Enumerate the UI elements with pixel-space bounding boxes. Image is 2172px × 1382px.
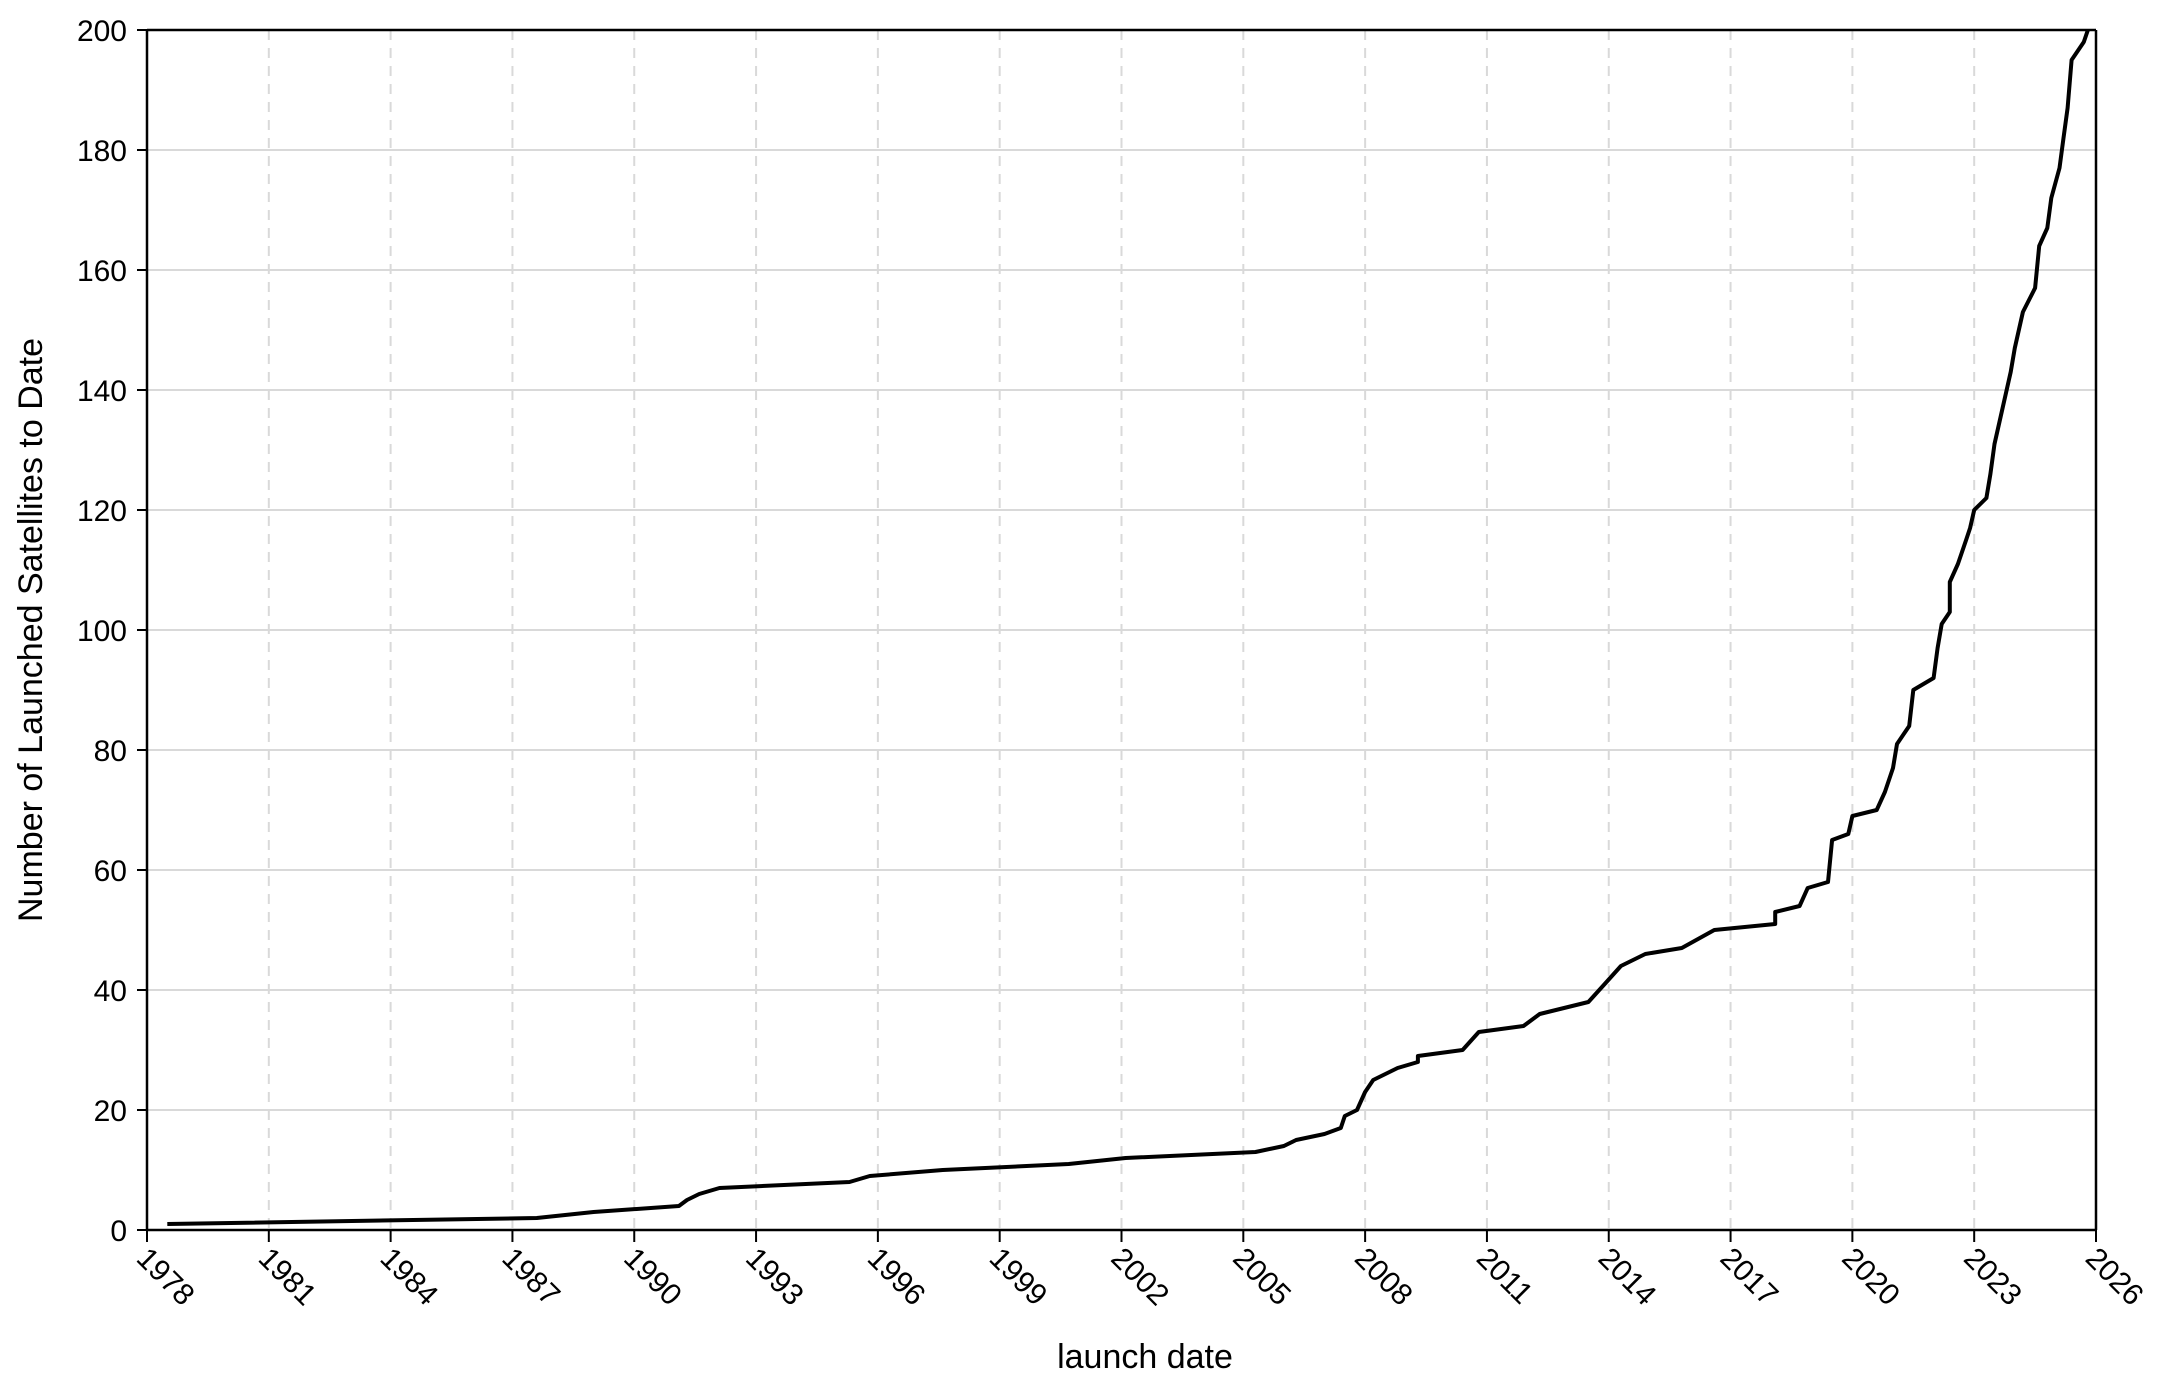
x-tick-label: 2026: [2079, 1242, 2150, 1313]
x-tick-label: 2002: [1105, 1242, 1176, 1313]
data-line: [167, 29, 2090, 1226]
y-tick-label: 40: [94, 975, 127, 1008]
x-tick-label: 2011: [1470, 1242, 1539, 1311]
y-tick-label: 80: [94, 735, 127, 768]
y-tick-label: 200: [77, 15, 127, 48]
x-tick-label: 1981: [252, 1242, 323, 1313]
x-tick-label: 1990: [617, 1242, 688, 1313]
x-tick-label: 1984: [374, 1242, 445, 1313]
y-tick-label: 180: [77, 135, 127, 168]
y-tick-label: 0: [110, 1215, 127, 1248]
x-tick-label: 2017: [1714, 1242, 1785, 1313]
x-tick-label: 2020: [1835, 1242, 1906, 1313]
y-tick-label: 140: [77, 375, 127, 408]
y-tick-label: 60: [94, 855, 127, 888]
y-tick-label: 120: [77, 495, 127, 528]
x-tick-label: 1978: [130, 1242, 201, 1313]
x-tick-label: 1999: [983, 1242, 1054, 1313]
x-tick-label: 2008: [1348, 1242, 1419, 1313]
y-tick-label: 20: [94, 1095, 127, 1128]
y-tick-label: 160: [77, 255, 127, 288]
x-tick-label: 2023: [1957, 1242, 2028, 1313]
x-tick-label: 2014: [1592, 1242, 1663, 1313]
y-axis-label: Number of Launched Satellites to Date: [12, 338, 50, 922]
x-tick-label: 1987: [495, 1242, 566, 1313]
x-tick-label: 2005: [1226, 1242, 1297, 1313]
x-tick-label: 1993: [739, 1242, 810, 1313]
x-axis-label: launch date: [1057, 1338, 1233, 1376]
x-tick-label: 1996: [861, 1242, 932, 1313]
y-tick-label: 100: [77, 615, 127, 648]
